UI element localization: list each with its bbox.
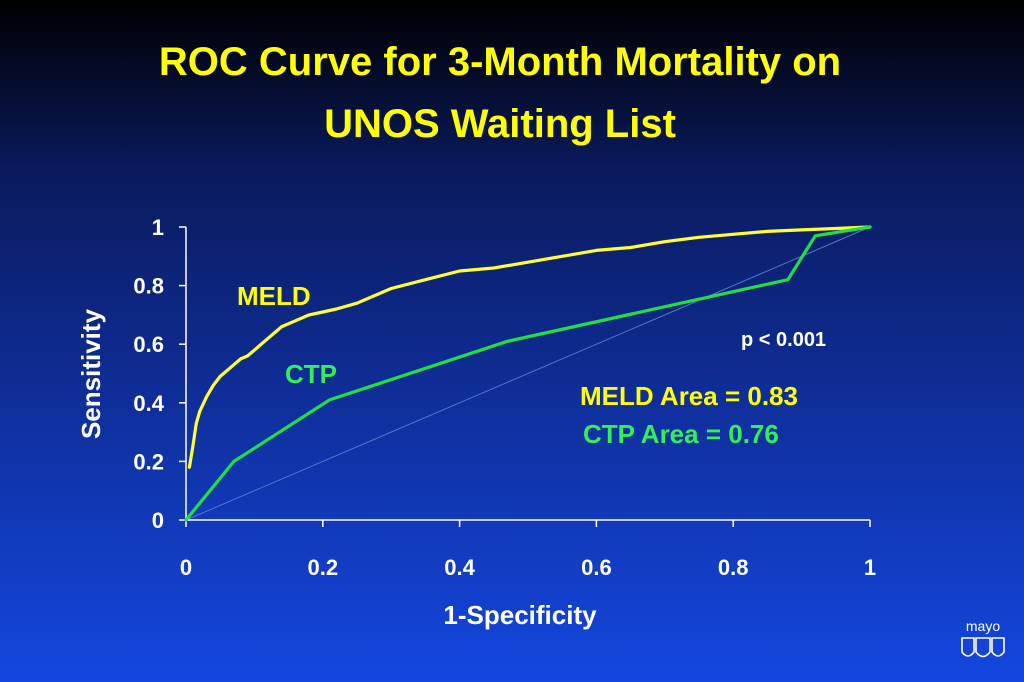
p-value-label: p < 0.001 (741, 329, 827, 351)
mayo-logo: mayo (958, 618, 1008, 664)
y-tick-label: 0.6 (133, 332, 164, 357)
x-tick-label: 0.4 (444, 555, 475, 580)
chart-title-line-2: UNOS Waiting List (324, 102, 676, 146)
y-tick-label: 0 (152, 508, 164, 533)
chart-title-line-1: ROC Curve for 3-Month Mortality on (158, 40, 842, 84)
reference-diagonal-group (185, 226, 871, 521)
ctp-curve-label: CTP (285, 359, 337, 389)
series-group (184, 225, 872, 522)
meld-area-label: MELD Area = 0.83 (580, 381, 798, 411)
y-tick-label: 1 (152, 215, 164, 240)
x-tick-label: 1 (864, 555, 876, 580)
x-tick-label: 0.2 (308, 555, 339, 580)
axes-group: 0 0.2 0.4 0.6 0.8 1 0 0.2 0.4 0.6 0.8 1 (133, 215, 876, 580)
reference-diagonal-line (185, 226, 871, 521)
y-tick-label: 0.4 (133, 391, 164, 416)
x-tick-label: 0.6 (581, 555, 612, 580)
x-axis-label: 1-Specificity (443, 600, 597, 630)
meld-curve-label: MELD (237, 281, 311, 311)
y-tick-label: 0.2 (133, 449, 164, 474)
shield-icon (961, 637, 1005, 658)
mayo-logo-text: mayo (965, 618, 1001, 634)
series-line-ctp (184, 225, 872, 522)
y-tick-label: 0.8 (133, 274, 164, 299)
x-tick-label: 0.8 (718, 555, 749, 580)
series-line-meld (187, 225, 872, 469)
ctp-area-label: CTP Area = 0.76 (583, 419, 779, 449)
y-axis-label: Sensitivity (76, 308, 106, 439)
x-tick-label: 0 (180, 555, 192, 580)
